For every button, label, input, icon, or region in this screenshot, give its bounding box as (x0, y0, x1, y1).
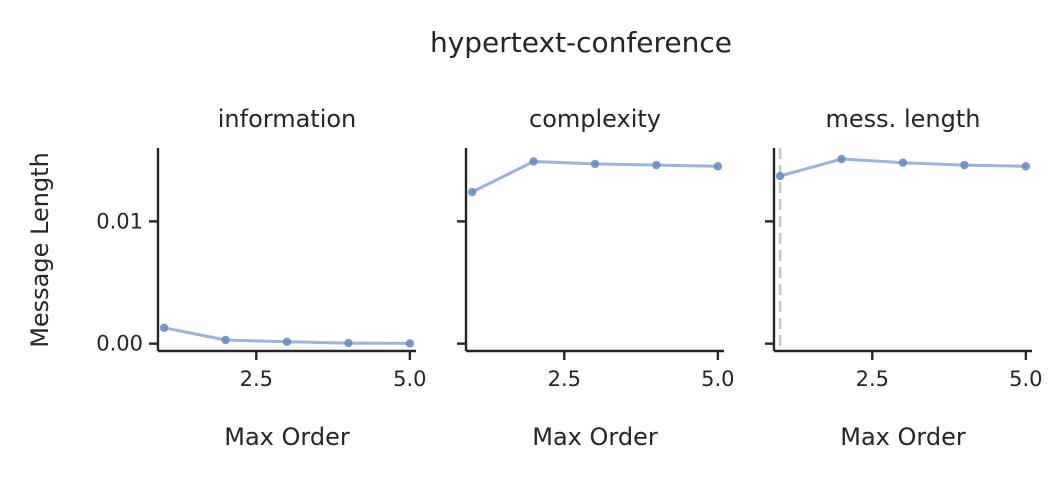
data-point (960, 160, 969, 170)
data-point (837, 154, 846, 164)
y-axis-label: Message Length (26, 152, 54, 348)
x-axis-label: Max Order (532, 423, 658, 451)
figure-title: hypertext-conference (430, 26, 732, 59)
panel-title: complexity (529, 105, 661, 133)
x-tick-label: 2.5 (548, 367, 581, 391)
x-tick-label: 2.5 (240, 367, 273, 391)
data-point (590, 159, 600, 169)
data-point (652, 160, 661, 170)
x-tick-label: 2.5 (856, 367, 889, 391)
x-tick-label: 5.0 (701, 367, 734, 391)
x-axis-label: Max Order (224, 423, 350, 451)
data-point (221, 335, 230, 345)
data-point (529, 157, 538, 166)
data-point (467, 187, 477, 197)
x-tick-label: 5.0 (1009, 367, 1042, 391)
x-tick-label: 5.0 (393, 367, 426, 391)
data-point (159, 323, 169, 332)
data-point (282, 337, 292, 347)
data-point (775, 171, 785, 181)
data-point (1021, 162, 1031, 171)
data-point (405, 339, 415, 348)
panel-title: information (218, 105, 357, 133)
data-point (898, 158, 908, 167)
y-tick-label: 0.00 (96, 332, 143, 356)
panel-2: complexity 2.5 5.0 Max Order (457, 105, 735, 451)
y-tick-label: 0.01 (96, 209, 143, 233)
panel-3: mess. length 2.5 5.0 Max Order (765, 105, 1043, 451)
panel-1: information 0.00 0.01 2.5 5.0 Max Order (96, 105, 426, 451)
data-point (713, 162, 723, 171)
x-axis-label: Max Order (840, 423, 966, 451)
panel-title: mess. length (826, 105, 981, 133)
data-point (344, 338, 353, 348)
